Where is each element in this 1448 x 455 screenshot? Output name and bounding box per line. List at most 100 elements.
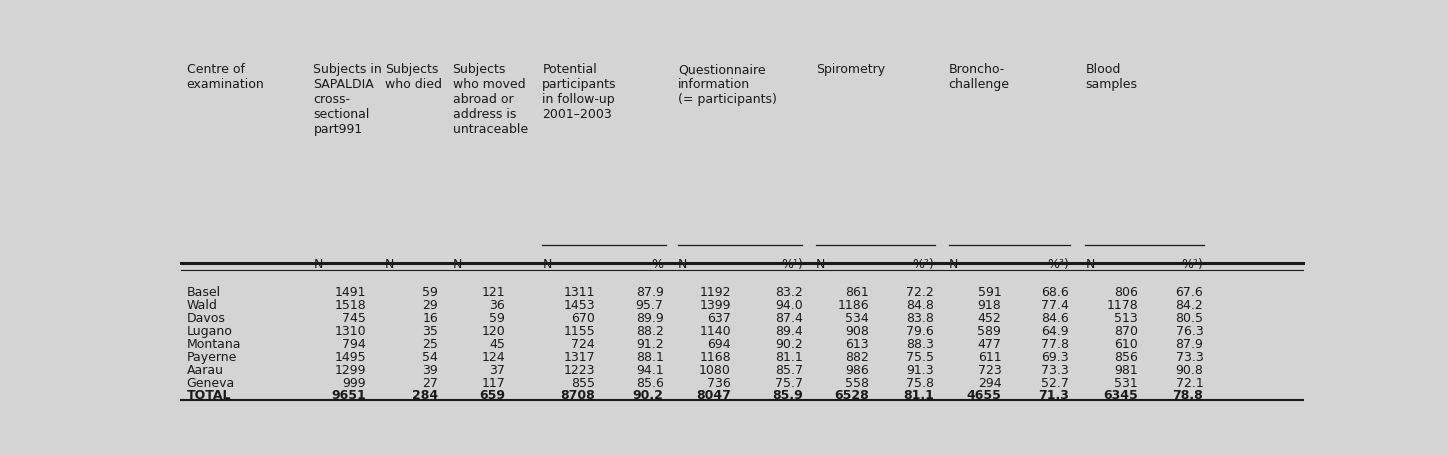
- Text: 1080: 1080: [699, 363, 731, 376]
- Text: 36: 36: [489, 298, 505, 312]
- Text: 611: 611: [977, 350, 1002, 363]
- Text: TOTAL: TOTAL: [187, 389, 232, 402]
- Text: 121: 121: [482, 286, 505, 299]
- Text: 81.1: 81.1: [904, 389, 934, 402]
- Text: 591: 591: [977, 286, 1002, 299]
- Text: 745: 745: [342, 312, 366, 324]
- Text: 89.9: 89.9: [636, 312, 663, 324]
- Text: 6528: 6528: [834, 389, 869, 402]
- Text: 794: 794: [342, 337, 366, 350]
- Text: 90.8: 90.8: [1176, 363, 1203, 376]
- Text: 67.6: 67.6: [1176, 286, 1203, 299]
- Text: 84.8: 84.8: [906, 298, 934, 312]
- Text: 870: 870: [1115, 324, 1138, 337]
- Text: %³): %³): [1047, 258, 1069, 271]
- Text: 1178: 1178: [1106, 298, 1138, 312]
- Text: 27: 27: [423, 376, 437, 389]
- Text: 87.9: 87.9: [1176, 337, 1203, 350]
- Text: 81.1: 81.1: [775, 350, 802, 363]
- Text: 1317: 1317: [563, 350, 595, 363]
- Text: 8047: 8047: [696, 389, 731, 402]
- Text: 76.3: 76.3: [1176, 324, 1203, 337]
- Text: 1140: 1140: [699, 324, 731, 337]
- Text: 613: 613: [846, 337, 869, 350]
- Text: 94.1: 94.1: [636, 363, 663, 376]
- Text: 6345: 6345: [1103, 389, 1138, 402]
- Text: %²): %²): [1182, 258, 1203, 271]
- Text: 1311: 1311: [563, 286, 595, 299]
- Text: 117: 117: [482, 376, 505, 389]
- Text: N: N: [948, 258, 959, 271]
- Text: 88.2: 88.2: [636, 324, 663, 337]
- Text: Payerne: Payerne: [187, 350, 237, 363]
- Text: 8708: 8708: [560, 389, 595, 402]
- Text: 724: 724: [572, 337, 595, 350]
- Text: 59: 59: [423, 286, 437, 299]
- Text: 1399: 1399: [699, 298, 731, 312]
- Text: 670: 670: [571, 312, 595, 324]
- Text: Wald: Wald: [187, 298, 217, 312]
- Text: Questionnaire
information
(= participants): Questionnaire information (= participant…: [678, 63, 778, 106]
- Text: 452: 452: [977, 312, 1002, 324]
- Text: Spirometry: Spirometry: [817, 63, 885, 76]
- Text: 124: 124: [482, 350, 505, 363]
- Text: 284: 284: [411, 389, 437, 402]
- Text: 45: 45: [489, 337, 505, 350]
- Text: 1491: 1491: [334, 286, 366, 299]
- Text: Montana: Montana: [187, 337, 242, 350]
- Text: 610: 610: [1115, 337, 1138, 350]
- Text: N: N: [313, 258, 323, 271]
- Text: 88.1: 88.1: [636, 350, 663, 363]
- Text: 918: 918: [977, 298, 1002, 312]
- Text: 659: 659: [479, 389, 505, 402]
- Text: 84.6: 84.6: [1041, 312, 1069, 324]
- Text: 94.0: 94.0: [775, 298, 802, 312]
- Text: 861: 861: [846, 286, 869, 299]
- Text: 986: 986: [846, 363, 869, 376]
- Text: 83.2: 83.2: [775, 286, 802, 299]
- Text: 1453: 1453: [563, 298, 595, 312]
- Text: 637: 637: [707, 312, 731, 324]
- Text: 84.2: 84.2: [1176, 298, 1203, 312]
- Text: 1168: 1168: [699, 350, 731, 363]
- Text: 589: 589: [977, 324, 1002, 337]
- Text: 1299: 1299: [334, 363, 366, 376]
- Text: 981: 981: [1115, 363, 1138, 376]
- Text: 85.6: 85.6: [636, 376, 663, 389]
- Text: 558: 558: [846, 376, 869, 389]
- Text: 72.2: 72.2: [906, 286, 934, 299]
- Text: 855: 855: [571, 376, 595, 389]
- Text: 90.2: 90.2: [775, 337, 802, 350]
- Text: 25: 25: [423, 337, 437, 350]
- Text: 87.4: 87.4: [775, 312, 802, 324]
- Text: 52.7: 52.7: [1041, 376, 1069, 389]
- Text: 513: 513: [1115, 312, 1138, 324]
- Text: N: N: [678, 258, 688, 271]
- Text: 736: 736: [707, 376, 731, 389]
- Text: Basel: Basel: [187, 286, 220, 299]
- Text: 68.6: 68.6: [1041, 286, 1069, 299]
- Text: Davos: Davos: [187, 312, 226, 324]
- Text: Broncho-
challenge: Broncho- challenge: [948, 63, 1009, 91]
- Text: 90.2: 90.2: [633, 389, 663, 402]
- Text: N: N: [1086, 258, 1095, 271]
- Text: 77.4: 77.4: [1041, 298, 1069, 312]
- Text: N: N: [817, 258, 825, 271]
- Text: %: %: [652, 258, 663, 271]
- Text: %²): %²): [912, 258, 934, 271]
- Text: 1310: 1310: [334, 324, 366, 337]
- Text: Aarau: Aarau: [187, 363, 223, 376]
- Text: 87.9: 87.9: [636, 286, 663, 299]
- Text: 999: 999: [343, 376, 366, 389]
- Text: 59: 59: [489, 312, 505, 324]
- Text: 39: 39: [423, 363, 437, 376]
- Text: 89.4: 89.4: [775, 324, 802, 337]
- Text: 35: 35: [423, 324, 437, 337]
- Text: 75.5: 75.5: [906, 350, 934, 363]
- Text: Geneva: Geneva: [187, 376, 235, 389]
- Text: 1192: 1192: [699, 286, 731, 299]
- Text: 1518: 1518: [334, 298, 366, 312]
- Text: 4655: 4655: [966, 389, 1002, 402]
- Text: 77.8: 77.8: [1041, 337, 1069, 350]
- Text: 75.8: 75.8: [906, 376, 934, 389]
